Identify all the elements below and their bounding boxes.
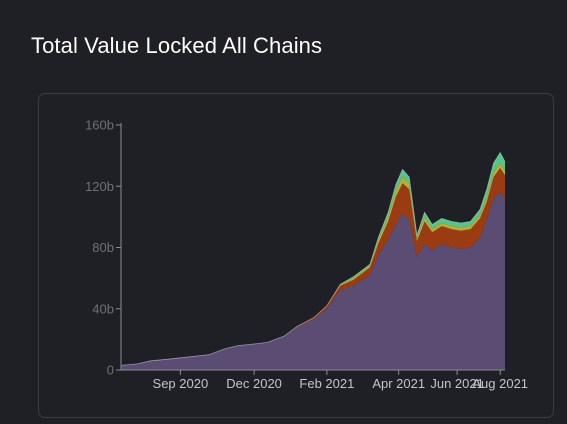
x-tick-label: Sep 2020 xyxy=(153,376,209,391)
y-tick-label: 0 xyxy=(107,363,114,378)
x-tick-label: Jun 2021 xyxy=(430,376,484,391)
x-tick-label: Aug 2021 xyxy=(472,376,528,391)
area-layers xyxy=(120,151,506,370)
area-series-1 xyxy=(121,192,505,370)
axes xyxy=(120,123,505,371)
chart-card: 0 40b 80b 120b 160b Sep 2020 Dec 2020 Feb 2021… xyxy=(38,93,554,418)
area-series-2 xyxy=(121,167,505,366)
tvl-area-chart: 0 40b 80b 120b 160b Sep 2020 Dec 2020 Feb 2021… xyxy=(85,118,528,392)
x-axis-ticks: Sep 2020 Dec 2020 Feb 2021 Apr 2021 Jun 2021… xyxy=(153,370,528,391)
y-tick-label: 160b xyxy=(85,118,114,133)
x-tick-label: Feb 2021 xyxy=(299,376,354,391)
y-tick-label: 40b xyxy=(92,301,114,316)
page-title: Total Value Locked All Chains xyxy=(31,33,323,58)
area-top-outline xyxy=(120,151,506,366)
y-axis-ticks: 0 40b 80b 120b 160b xyxy=(85,118,121,378)
y-tick-label: 120b xyxy=(85,179,114,194)
x-tick-label: Apr 2021 xyxy=(372,376,425,391)
x-tick-label: Dec 2020 xyxy=(226,376,282,391)
y-tick-label: 80b xyxy=(92,240,114,255)
